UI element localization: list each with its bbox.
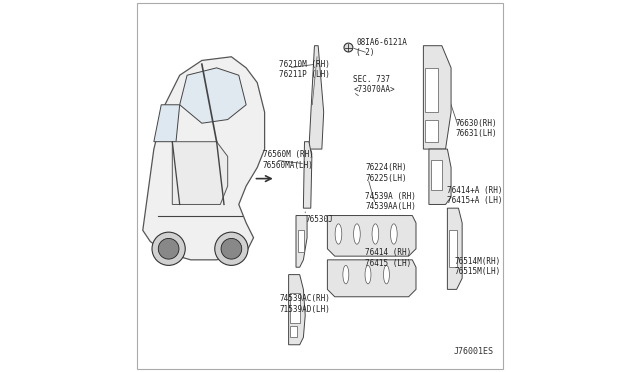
Polygon shape xyxy=(143,57,264,260)
Text: J76001ES: J76001ES xyxy=(454,347,493,356)
Text: 76224(RH)
76225(LH): 76224(RH) 76225(LH) xyxy=(365,163,406,183)
Ellipse shape xyxy=(353,224,360,244)
Text: 74539AC(RH)
71539AD(LH): 74539AC(RH) 71539AD(LH) xyxy=(280,295,330,314)
Bar xyxy=(298,230,305,253)
Bar xyxy=(425,68,438,112)
Text: 76514M(RH)
76515M(LH): 76514M(RH) 76515M(LH) xyxy=(455,257,501,276)
Circle shape xyxy=(152,232,185,265)
Text: 76210M (RH)
76211P (LH): 76210M (RH) 76211P (LH) xyxy=(280,60,330,79)
Ellipse shape xyxy=(383,265,389,284)
Polygon shape xyxy=(154,105,180,142)
Polygon shape xyxy=(303,142,312,208)
Polygon shape xyxy=(172,142,228,205)
Polygon shape xyxy=(424,46,451,149)
Ellipse shape xyxy=(335,224,342,244)
Circle shape xyxy=(221,238,242,259)
Text: 76630(RH)
76631(LH): 76630(RH) 76631(LH) xyxy=(456,119,497,138)
Circle shape xyxy=(158,238,179,259)
Polygon shape xyxy=(328,260,416,297)
Polygon shape xyxy=(429,149,451,205)
Text: 76560M (RH)
76560MA(LH): 76560M (RH) 76560MA(LH) xyxy=(263,150,314,170)
Bar xyxy=(291,293,300,323)
Polygon shape xyxy=(447,208,462,289)
Circle shape xyxy=(344,43,353,52)
Bar xyxy=(431,160,442,190)
Text: 76414+A (RH)
76415+A (LH): 76414+A (RH) 76415+A (LH) xyxy=(447,186,503,205)
Bar xyxy=(291,326,297,337)
Ellipse shape xyxy=(343,265,349,284)
Text: 76414 (RH)
76415 (LH): 76414 (RH) 76415 (LH) xyxy=(365,248,412,268)
Ellipse shape xyxy=(365,265,371,284)
Ellipse shape xyxy=(390,224,397,244)
Text: 08IA6-6121A
( 2): 08IA6-6121A ( 2) xyxy=(356,38,407,57)
Bar xyxy=(425,119,438,142)
Circle shape xyxy=(215,232,248,265)
Polygon shape xyxy=(296,215,307,267)
Text: SEC. 737
<73070AA>: SEC. 737 <73070AA> xyxy=(353,75,395,94)
Polygon shape xyxy=(328,215,416,256)
Text: 76530J: 76530J xyxy=(305,215,333,224)
Text: 74539A (RH)
74539AA(LH): 74539A (RH) 74539AA(LH) xyxy=(365,192,416,211)
Bar xyxy=(449,230,458,267)
Polygon shape xyxy=(289,275,305,345)
Ellipse shape xyxy=(372,224,379,244)
Polygon shape xyxy=(180,68,246,123)
Polygon shape xyxy=(309,46,324,149)
